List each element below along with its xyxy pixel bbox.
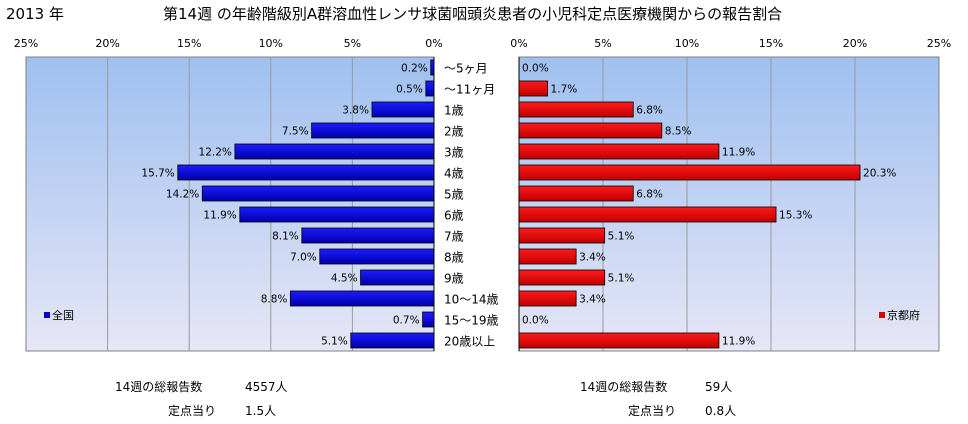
right-data-label: 5.1% [608,273,635,285]
category-label: 7歳 [444,230,464,244]
left-bar [239,206,435,223]
right-data-label: 11.9% [722,147,755,159]
national-total-label: 14週の総報告数 [115,380,203,394]
left-tick-label: 25% [14,37,38,50]
category-label: 9歳 [444,272,464,286]
left-bar [425,80,435,97]
kyoto-per-value: 0.8人 [705,404,737,418]
right-data-label: 15.3% [779,210,812,222]
legend-swatch-kyoto [879,312,885,318]
left-data-label: 12.2% [199,147,232,159]
national-total-value: 4557人 [245,380,288,394]
right-tick-label: 10% [675,37,699,50]
left-bar [234,143,435,160]
right-plot-area [518,56,940,352]
right-tick-label: 0% [510,37,527,50]
category-label: 4歳 [444,167,464,181]
left-bar [319,248,435,265]
left-bar [177,164,435,181]
right-bar [518,185,634,202]
right-bar [518,227,606,244]
left-bar [430,59,435,76]
category-label: 1歳 [444,104,464,118]
right-data-label: 6.8% [636,189,663,201]
left-data-label: 4.5% [331,273,358,285]
left-data-label: 5.1% [321,336,348,348]
right-data-label: 5.1% [608,231,635,243]
left-bar [201,185,435,202]
national-per-value: 1.5人 [245,404,277,418]
category-label: 10～14歳 [444,293,499,307]
kyoto-total-label: 14週の総報告数 [580,380,668,394]
right-bar [518,164,861,181]
left-tick-label: 0% [425,37,442,50]
right-bar [518,290,577,307]
category-label: 8歳 [444,251,464,265]
left-data-label: 0.7% [393,315,420,327]
legend-swatch-national [44,312,50,318]
left-data-label: 7.0% [290,252,317,264]
kyoto-per-label: 定点当り [628,404,677,418]
right-data-label: 3.4% [579,294,606,306]
right-tick-label: 20% [843,37,867,50]
right-data-label: 1.7% [551,84,578,96]
category-label: 5歳 [444,188,464,202]
left-data-label: 7.5% [282,126,309,138]
left-tick-label: 10% [259,37,283,50]
right-data-label: 3.4% [579,252,606,264]
chart-title: 第14週 の年齢階級別A群溶血性レンサ球菌咽頭炎患者の小児科定点医療機関からの報… [163,5,783,23]
left-bar [301,227,435,244]
left-data-label: 11.9% [203,210,236,222]
right-data-label: 6.8% [636,105,663,117]
left-data-label: 8.1% [272,231,299,243]
right-data-label: 0.0% [522,315,549,327]
right-tick-label: 15% [759,37,783,50]
left-tick-label: 15% [177,37,201,50]
right-data-label: 20.3% [863,168,896,180]
right-bar [518,248,577,265]
left-data-label: 8.8% [261,294,288,306]
back-to-back-bar-chart: 0% 5% 10% 15% 20% 25% 0.2% 0.5% 3.8% 7.5% 12.2% 15.… [14,37,951,352]
category-label: 15～19歳 [444,314,499,328]
left-bar [311,122,435,139]
left-bar [360,269,435,286]
right-tick-label: 5% [594,37,611,50]
right-data-label: 0.0% [522,63,549,75]
left-bar [422,311,435,328]
category-label: 6歳 [444,209,464,223]
right-bar [518,206,777,223]
category-label: 20歳以上 [444,335,495,349]
national-per-label: 定点当り [168,404,217,418]
left-data-label: 3.8% [342,105,369,117]
left-data-label: 0.2% [401,63,428,75]
left-data-label: 15.7% [141,168,174,180]
right-data-label: 8.5% [665,126,692,138]
left-data-label: 14.2% [166,189,199,201]
left-bar [289,290,435,307]
right-bar [518,101,634,118]
left-bar [371,101,435,118]
right-bar [518,80,548,97]
right-bar [518,332,720,349]
left-tick-label: 20% [95,37,119,50]
category-label: ～5ヶ月 [444,62,488,76]
right-bar [518,143,720,160]
right-bar [518,269,606,286]
chart-year: 2013 年 [6,5,64,23]
category-label: 2歳 [444,125,464,139]
legend-label-kyoto: 京都府 [887,308,920,322]
category-label: ～11ヶ月 [444,83,495,97]
left-bar [350,332,435,349]
left-tick-label: 5% [344,37,361,50]
left-plot-area [25,56,435,352]
right-tick-label: 25% [927,37,951,50]
legend-label-national: 全国 [52,308,74,322]
category-label: 3歳 [444,146,464,160]
left-data-label: 0.5% [396,84,423,96]
kyoto-total-value: 59人 [705,380,733,394]
right-bar [518,122,663,139]
right-data-label: 11.9% [722,336,755,348]
